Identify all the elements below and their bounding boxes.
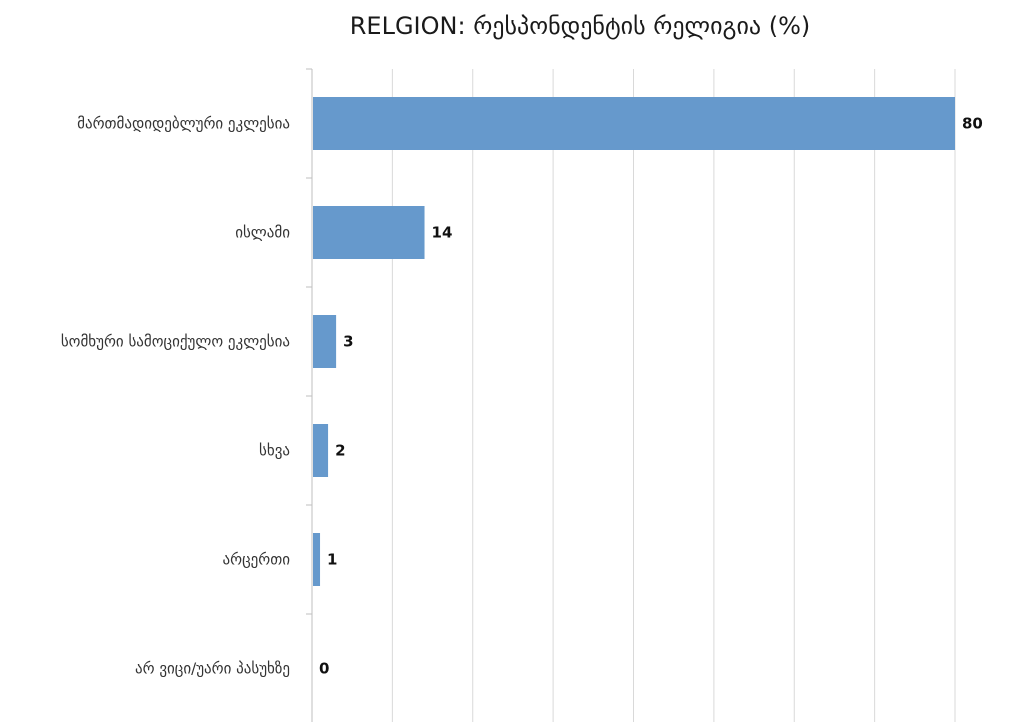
y-axis	[306, 68, 313, 722]
bar	[313, 533, 321, 586]
data-label: 3	[343, 333, 353, 351]
category-label: ისლამი	[235, 224, 290, 242]
data-label: 1	[327, 551, 337, 569]
category-label: სომხური სამოციქულო ეკლესია	[61, 333, 290, 351]
labels: მართმადიდებლური ეკლესია 80 ისლამი 14 სომხური…	[61, 115, 983, 678]
category-label: მართმადიდებლური ეკლესია	[77, 115, 290, 133]
category-label: არ ვიცი/უარი პასუხზე	[135, 660, 290, 678]
gridlines	[391, 69, 956, 722]
category-label: სხვა	[259, 442, 290, 460]
bars	[313, 97, 955, 586]
category-label: არცერთი	[223, 551, 291, 569]
bar	[313, 315, 337, 368]
data-label: 0	[319, 660, 329, 678]
bar	[313, 97, 955, 150]
data-label: 80	[962, 115, 983, 133]
chart-title: RELGION: რესპონდენტის რელიგია (%)	[349, 12, 811, 40]
data-label: 2	[335, 442, 345, 460]
bar	[313, 206, 425, 259]
data-label: 14	[432, 224, 453, 242]
bar	[313, 424, 329, 477]
